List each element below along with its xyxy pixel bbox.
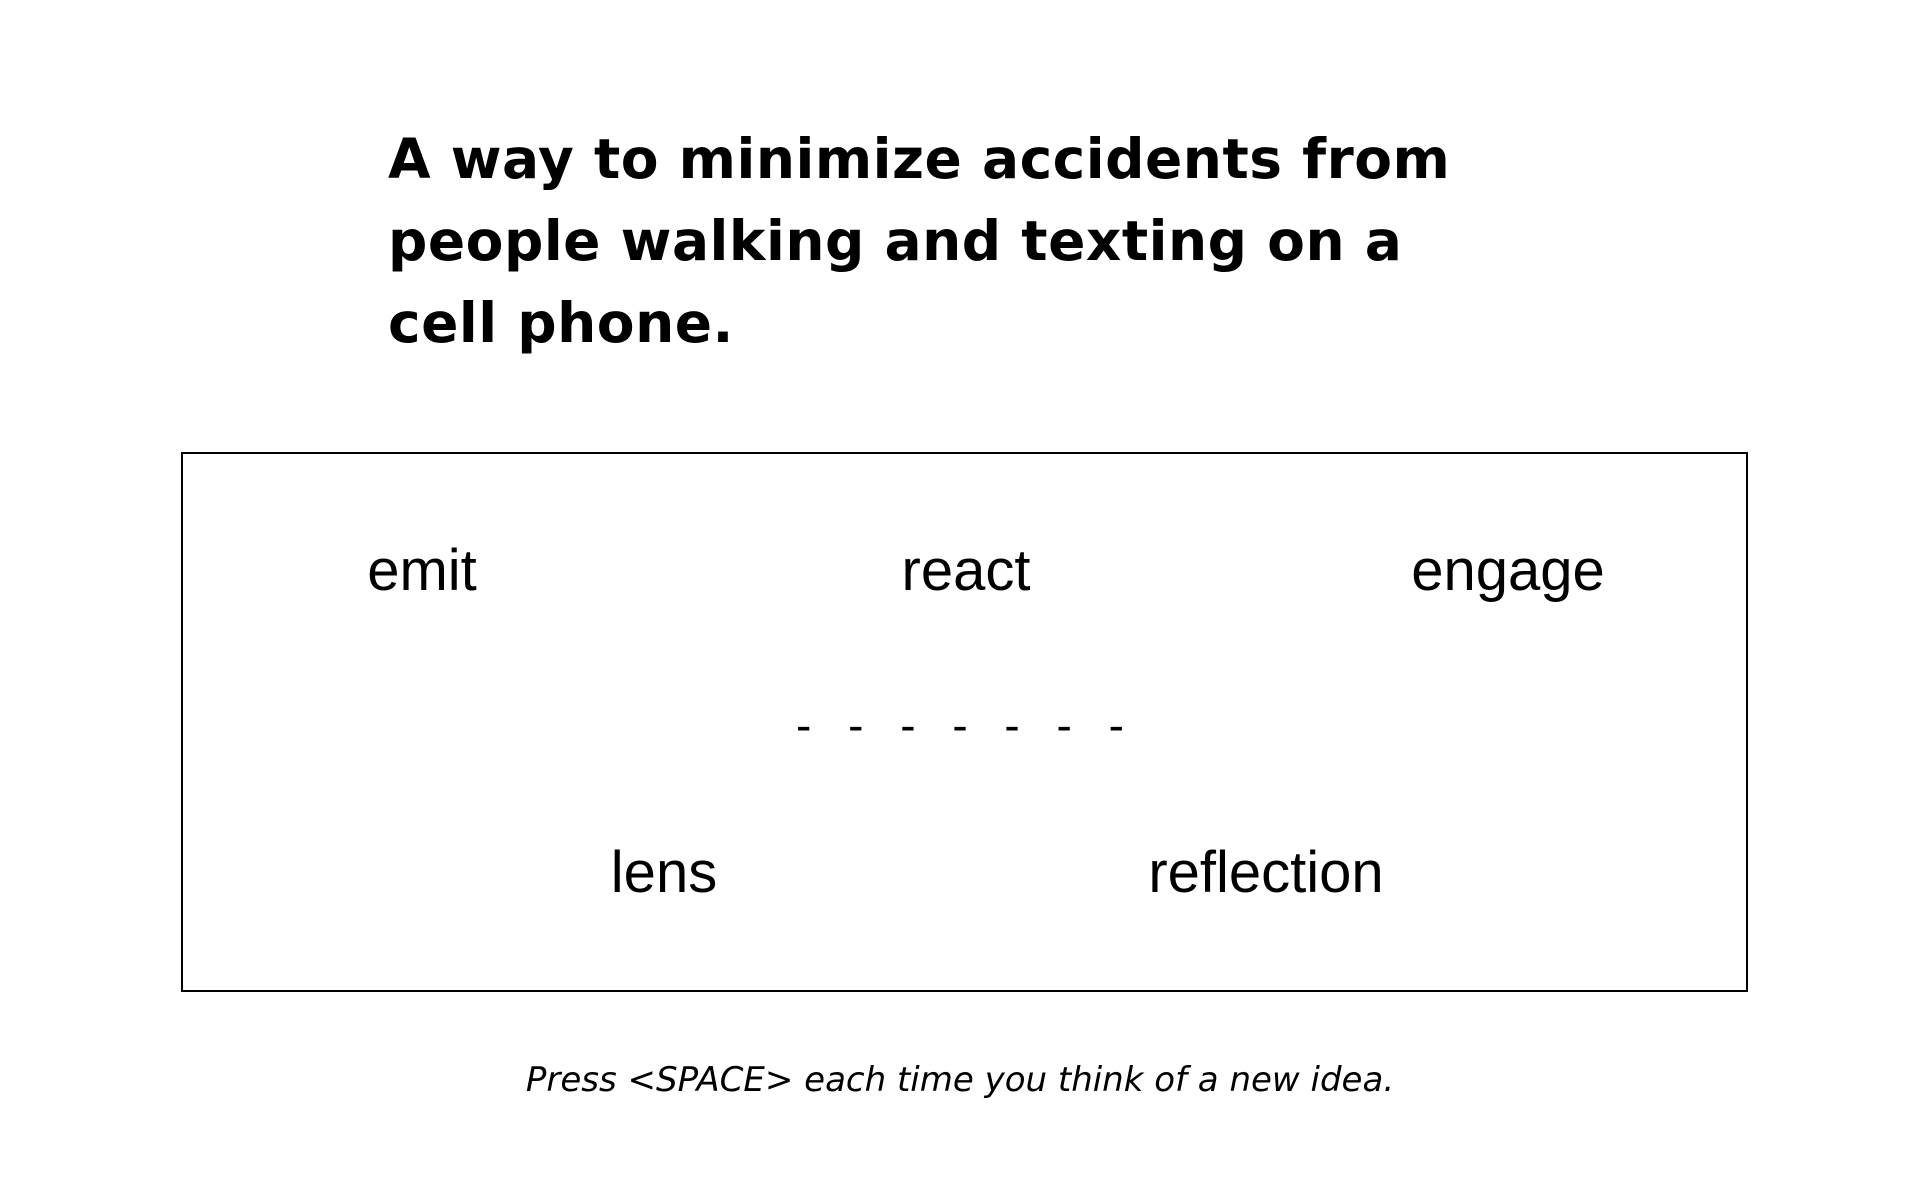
word-cue-panel: emit react engage - - - - - - - lens ref… bbox=[181, 452, 1748, 992]
cue-word-engage: engage bbox=[1411, 538, 1605, 603]
cue-word-react: react bbox=[901, 538, 1031, 603]
word-blanks: - - - - - - - bbox=[796, 699, 1136, 751]
task-prompt: A way to minimize accidents from people … bbox=[388, 127, 1451, 355]
instruction-text: Press <SPACE> each time you think of a n… bbox=[525, 1060, 1395, 1100]
cue-word-reflection: reflection bbox=[1148, 840, 1384, 905]
cue-word-emit: emit bbox=[367, 538, 477, 603]
cue-word-lens: lens bbox=[610, 840, 718, 905]
